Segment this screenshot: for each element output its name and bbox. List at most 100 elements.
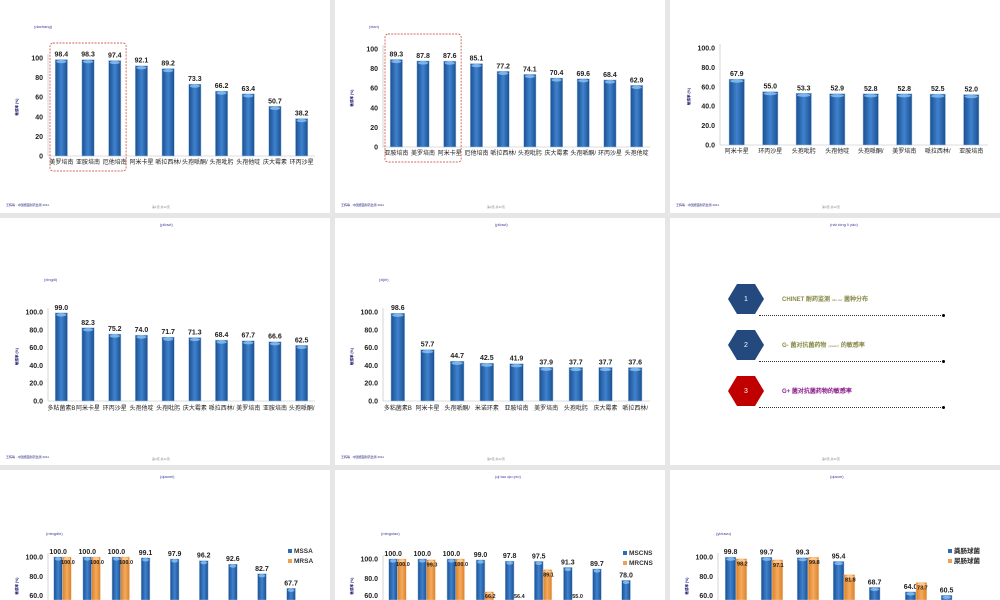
- x-tick-label: 阿米卡星: [76, 404, 100, 412]
- data-label: 89.3: [390, 51, 404, 58]
- bar-series1: [509, 363, 524, 402]
- bar-highlight: [418, 559, 426, 563]
- bar-series1: [228, 563, 238, 600]
- data-label: 37.7: [569, 359, 583, 366]
- data-label: 71.3: [188, 330, 202, 337]
- slide-9[interactable]: (qiaom) (yiduwu) 60.0 80.0 100.0 敏感率 (%) 99.8 9…: [670, 470, 1000, 600]
- slide-subtitle: (xingdi): [44, 277, 58, 282]
- y-tick-label: 20.0: [29, 381, 43, 388]
- data-label: 38.2: [295, 111, 309, 118]
- data-label: 37.9: [539, 359, 553, 366]
- y-tick-label: 60.0: [701, 84, 715, 91]
- y-tick-label: 60: [370, 86, 378, 93]
- y-tick-label: 80.0: [29, 327, 43, 334]
- y-tick-label: 100.0: [697, 46, 715, 53]
- bar-highlight: [773, 560, 782, 564]
- y-tick-label: 80: [370, 66, 378, 73]
- y-tick-label: 80.0: [699, 574, 713, 581]
- bar-highlight: [392, 313, 404, 317]
- legend-label: MRCNS: [629, 560, 653, 567]
- data-label: 68.7: [868, 579, 882, 586]
- item-title[interactable]: CHINET 耐药监测 (lán cè) 菌种分布: [782, 294, 868, 303]
- bar-highlight: [897, 94, 911, 98]
- data-label: 99.8: [809, 560, 820, 566]
- x-tick-label: 头孢吡肟: [210, 158, 234, 166]
- x-tick-label: 哌拉西林/: [490, 149, 516, 157]
- bar-highlight: [510, 364, 523, 368]
- bar-series1: [268, 106, 282, 157]
- slide-2[interactable]: (xian) 王辉等 · 中国细菌耐药监测 2011 第2页,共12页 0 20 40 60…: [335, 0, 665, 213]
- x-tick-label: 头孢哌酮/: [289, 404, 315, 412]
- y-tick-label: 100.0: [360, 310, 378, 317]
- data-label: 44.7: [450, 353, 464, 360]
- slide-5[interactable]: (pilowi) (xijie) 王辉等 · 中国细菌耐药监测 2011 第5页,共1…: [335, 218, 665, 465]
- legend-swatch: [623, 551, 627, 555]
- x-tick-label: 头孢哌酮/: [570, 149, 596, 157]
- bar-chart: 60.0 80.0 100.0 敏感率 (%) 100.0 100.0 100.0 99.0 9…: [349, 550, 653, 600]
- y-tick-label: 60.0: [29, 345, 43, 352]
- data-label: 100.0: [61, 560, 75, 566]
- data-label: 73.7: [917, 586, 928, 592]
- slide-subtitle: (mingxiao): [381, 531, 400, 536]
- bar-series2: [62, 556, 72, 600]
- bar-series1: [450, 360, 465, 402]
- data-label: 96.2: [197, 553, 211, 560]
- bar-series1: [54, 312, 68, 402]
- data-label: 62.9: [630, 77, 644, 84]
- data-label: 81.8: [845, 578, 856, 584]
- data-label: 100.0: [90, 560, 104, 566]
- x-tick-label: 环丙沙星: [598, 150, 622, 157]
- page-number: 第6页,共12页: [822, 457, 840, 461]
- bar-highlight: [243, 341, 254, 345]
- item-text: CHINET 耐药监测: [782, 297, 831, 303]
- bar-series1: [443, 60, 457, 148]
- data-label: 66.6: [268, 334, 282, 341]
- legend-label: MSSA: [294, 548, 313, 555]
- bar-highlight: [599, 367, 612, 372]
- bar-highlight: [121, 557, 129, 561]
- slide-8[interactable]: (qi tao qio pro) (mingxiao) 60.0 80.0 100.0 敏…: [335, 470, 665, 600]
- bar-highlight: [216, 91, 227, 95]
- x-tick-label: 庆大霉素: [545, 149, 569, 157]
- data-label: 85.1: [470, 56, 484, 63]
- x-tick-label: 厄他培南: [464, 149, 488, 157]
- data-label: 99.0: [55, 305, 69, 312]
- bar-highlight: [830, 94, 844, 98]
- slide-1[interactable]: (dachang) 王辉等 · 中国细菌耐药监测 2011 第1页,共12页 0 20 4…: [0, 0, 330, 213]
- bar-highlight: [171, 559, 178, 563]
- slide-3[interactable]: 王辉等 · 中国细菌耐药监测 2011 第3页,共12页 0.0 20.0 40.0 60…: [670, 0, 1000, 213]
- legend-swatch: [623, 561, 627, 565]
- slide-7[interactable]: (qiaomi) (mingdie) 60.0 80.0 100.0 敏感率 (%) 100…: [0, 470, 330, 600]
- bar-highlight: [551, 78, 562, 82]
- data-label: 74.1: [523, 66, 537, 73]
- bar-chart: 0.0 20.0 40.0 60.0 80.0 100.0 敏感率 (%) 98.6 57.7 4…: [349, 305, 650, 412]
- x-tick-label: 庆大霉素: [263, 158, 287, 166]
- bar-highlight: [113, 557, 120, 561]
- x-tick-label: 环丙沙星: [758, 148, 782, 155]
- slide-6[interactable]: (nái rồng lì yào) 第6页,共12页 1 CHINET 耐药监测 (lá…: [670, 218, 1000, 465]
- bar-highlight: [200, 561, 208, 565]
- bar-highlight: [485, 592, 493, 596]
- bar-series1: [534, 561, 544, 600]
- bar-highlight: [964, 94, 978, 99]
- y-tick-label: 100.0: [25, 555, 43, 562]
- bar-series1: [215, 339, 228, 402]
- data-label: 100.0: [454, 562, 468, 568]
- bar-highlight: [498, 71, 509, 75]
- bar-highlight: [389, 559, 397, 563]
- bar-highlight: [762, 557, 771, 561]
- bar-series1: [603, 79, 617, 148]
- y-tick-label: 40.0: [29, 363, 43, 370]
- slide-title: (qiaom): [830, 474, 844, 479]
- data-label: 78.0: [619, 572, 633, 579]
- bar-series1: [81, 327, 95, 402]
- data-label: 57.7: [421, 342, 435, 349]
- slide-4[interactable]: (pilowi) (xingdi) 王辉等 · 中国细菌耐药监测 2011 第4页,共…: [0, 218, 330, 465]
- item-title[interactable]: G- 菌对抗菌药物 (qìwaiz) 的敏感率: [782, 340, 865, 349]
- item-title[interactable]: G+ 菌对抗菌药物的敏感率: [782, 386, 856, 395]
- bar-series2: [120, 556, 130, 600]
- bar-series1: [592, 568, 602, 600]
- highlight-box: [384, 33, 462, 163]
- data-label: 100.0: [108, 549, 126, 556]
- bar-series2: [91, 556, 101, 600]
